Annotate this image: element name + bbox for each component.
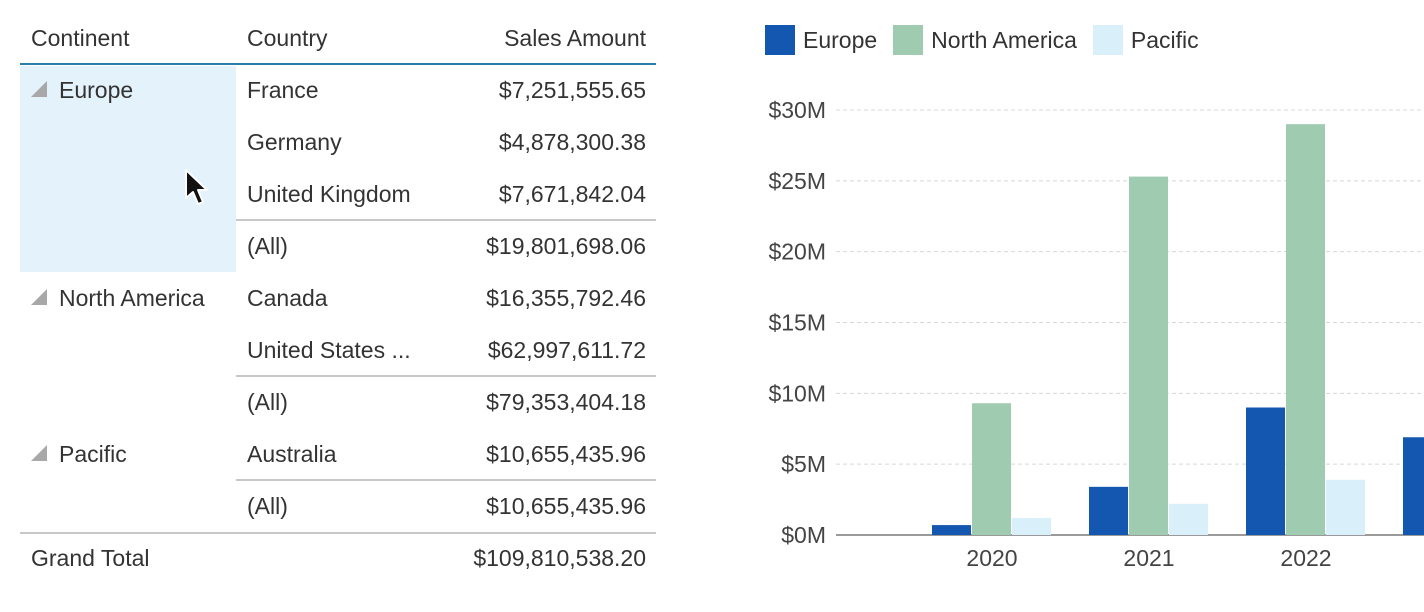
subtotal-label[interactable]: (All) [247, 493, 288, 519]
bar-pacific-2022 [1326, 479, 1365, 535]
legend-item-europe[interactable]: Europe [765, 25, 877, 55]
continent-label: Europe [59, 77, 134, 103]
pivot-header-row: Continent Country Sales Amount [20, 12, 656, 65]
table-row: Pacific Australia $10,655,435.96 [20, 428, 656, 480]
bar-europe-2023 [1403, 437, 1424, 535]
y-tick-label: $10M [768, 380, 826, 406]
grand-total-amount[interactable]: $109,810,538.20 [473, 545, 646, 571]
sales-amount-cell[interactable]: $16,355,792.46 [486, 285, 646, 311]
y-tick-label: $30M [768, 97, 826, 123]
header-sales-amount[interactable]: Sales Amount [504, 25, 646, 51]
sales-amount-cell[interactable]: $10,655,435.96 [486, 441, 646, 467]
subtotal-amount[interactable]: $79,353,404.18 [486, 389, 646, 415]
country-cell[interactable]: Canada [247, 285, 328, 311]
country-cell[interactable]: Australia [247, 441, 337, 467]
subtotal-label[interactable]: (All) [247, 389, 288, 415]
legend-label: Pacific [1130, 26, 1199, 53]
header-country[interactable]: Country [247, 25, 328, 51]
legend-swatch [765, 25, 795, 55]
chart-legend: Europe North America Pacific [765, 22, 1215, 58]
sales-chart: Europe North America Pacific $0M $5M $10M $15… [740, 0, 1424, 607]
sales-amount-cell[interactable]: $4,878,300.38 [498, 129, 646, 155]
y-tick-label: $25M [768, 168, 826, 194]
continent-cell[interactable]: North America [31, 272, 205, 324]
y-tick-label: $15M [768, 310, 826, 336]
collapse-triangle-icon[interactable] [31, 288, 47, 305]
y-tick-label: $5M [781, 451, 826, 477]
country-cell[interactable]: Germany [247, 129, 342, 155]
x-tick-label: 2021 [1123, 545, 1174, 571]
subtotal-amount[interactable]: $10,655,435.96 [486, 493, 646, 519]
mouse-pointer-icon [185, 169, 208, 205]
legend-label: Europe [803, 26, 878, 53]
table-row: North America Canada $16,355,792.46 [20, 272, 656, 324]
country-cell[interactable]: United States ... [247, 337, 411, 363]
continent-label: North America [59, 285, 205, 311]
continent-cell[interactable]: Europe [31, 64, 133, 116]
table-row: Germany $4,878,300.38 [20, 116, 656, 168]
continent-cell[interactable]: Pacific [31, 428, 127, 480]
sales-amount-cell[interactable]: $7,251,555.65 [498, 77, 646, 103]
subtotal-label[interactable]: (All) [247, 233, 288, 259]
bar-chart-plot: $0M $5M $10M $15M $20M $25M $30M 2020 2021 2022 [768, 97, 1424, 571]
legend-swatch [893, 25, 924, 55]
header-continent[interactable]: Continent [31, 25, 130, 51]
legend-label: North America [931, 26, 1077, 53]
bar-north-america-2022 [1286, 124, 1325, 536]
bar-europe-2021 [1089, 486, 1128, 535]
pivot-body: Europe France $7,251,555.65 Germany $4,878,3… [20, 64, 656, 584]
grand-total-row: Grand Total $109,810,538.20 [20, 532, 656, 584]
table-row: United States ... $62,997,611.72 [20, 324, 656, 376]
country-cell[interactable]: United Kingdom [247, 181, 411, 207]
bar-north-america-2020 [972, 403, 1011, 535]
country-cell[interactable]: France [247, 77, 319, 103]
legend-item-pacific[interactable]: Pacific [1092, 25, 1199, 55]
bar-europe-2022 [1246, 407, 1285, 535]
grand-total-divider [20, 532, 656, 534]
grand-total-label[interactable]: Grand Total [31, 545, 150, 571]
subtotal-divider [236, 219, 656, 221]
collapse-triangle-icon[interactable] [31, 444, 47, 461]
sales-amount-cell[interactable]: $7,671,842.04 [498, 181, 646, 207]
subtotal-divider [236, 479, 656, 481]
subtotal-row: (All) $19,801,698.06 [20, 219, 656, 272]
bar-north-america-2021 [1129, 176, 1168, 536]
y-tick-label: $20M [768, 239, 826, 265]
x-tick-label: 2022 [1280, 545, 1331, 571]
table-row: Europe France $7,251,555.65 [20, 64, 656, 116]
x-tick-label: 2020 [966, 545, 1017, 571]
bar-pacific-2021 [1169, 503, 1208, 535]
subtotal-row: (All) $10,655,435.96 [20, 479, 656, 532]
sales-amount-cell[interactable]: $62,997,611.72 [487, 337, 646, 363]
subtotal-row: (All) $79,353,404.18 [20, 375, 656, 428]
bar-europe-2020 [932, 525, 971, 535]
collapse-triangle-icon[interactable] [31, 80, 47, 97]
y-tick-label: $0M [781, 522, 826, 548]
legend-swatch [1092, 25, 1123, 55]
legend-item-north-america[interactable]: North America [893, 25, 1077, 55]
header-divider [20, 63, 656, 65]
subtotal-divider [236, 375, 656, 377]
subtotal-amount[interactable]: $19,801,698.06 [486, 233, 646, 259]
pivot-table: Continent Country Sales Amount Europe Fra… [20, 12, 656, 584]
bar-pacific-2020 [1012, 518, 1051, 535]
selected-cell-europe [20, 66, 236, 272]
table-row: United Kingdom $7,671,842.04 [20, 168, 656, 220]
continent-label: Pacific [59, 441, 127, 467]
